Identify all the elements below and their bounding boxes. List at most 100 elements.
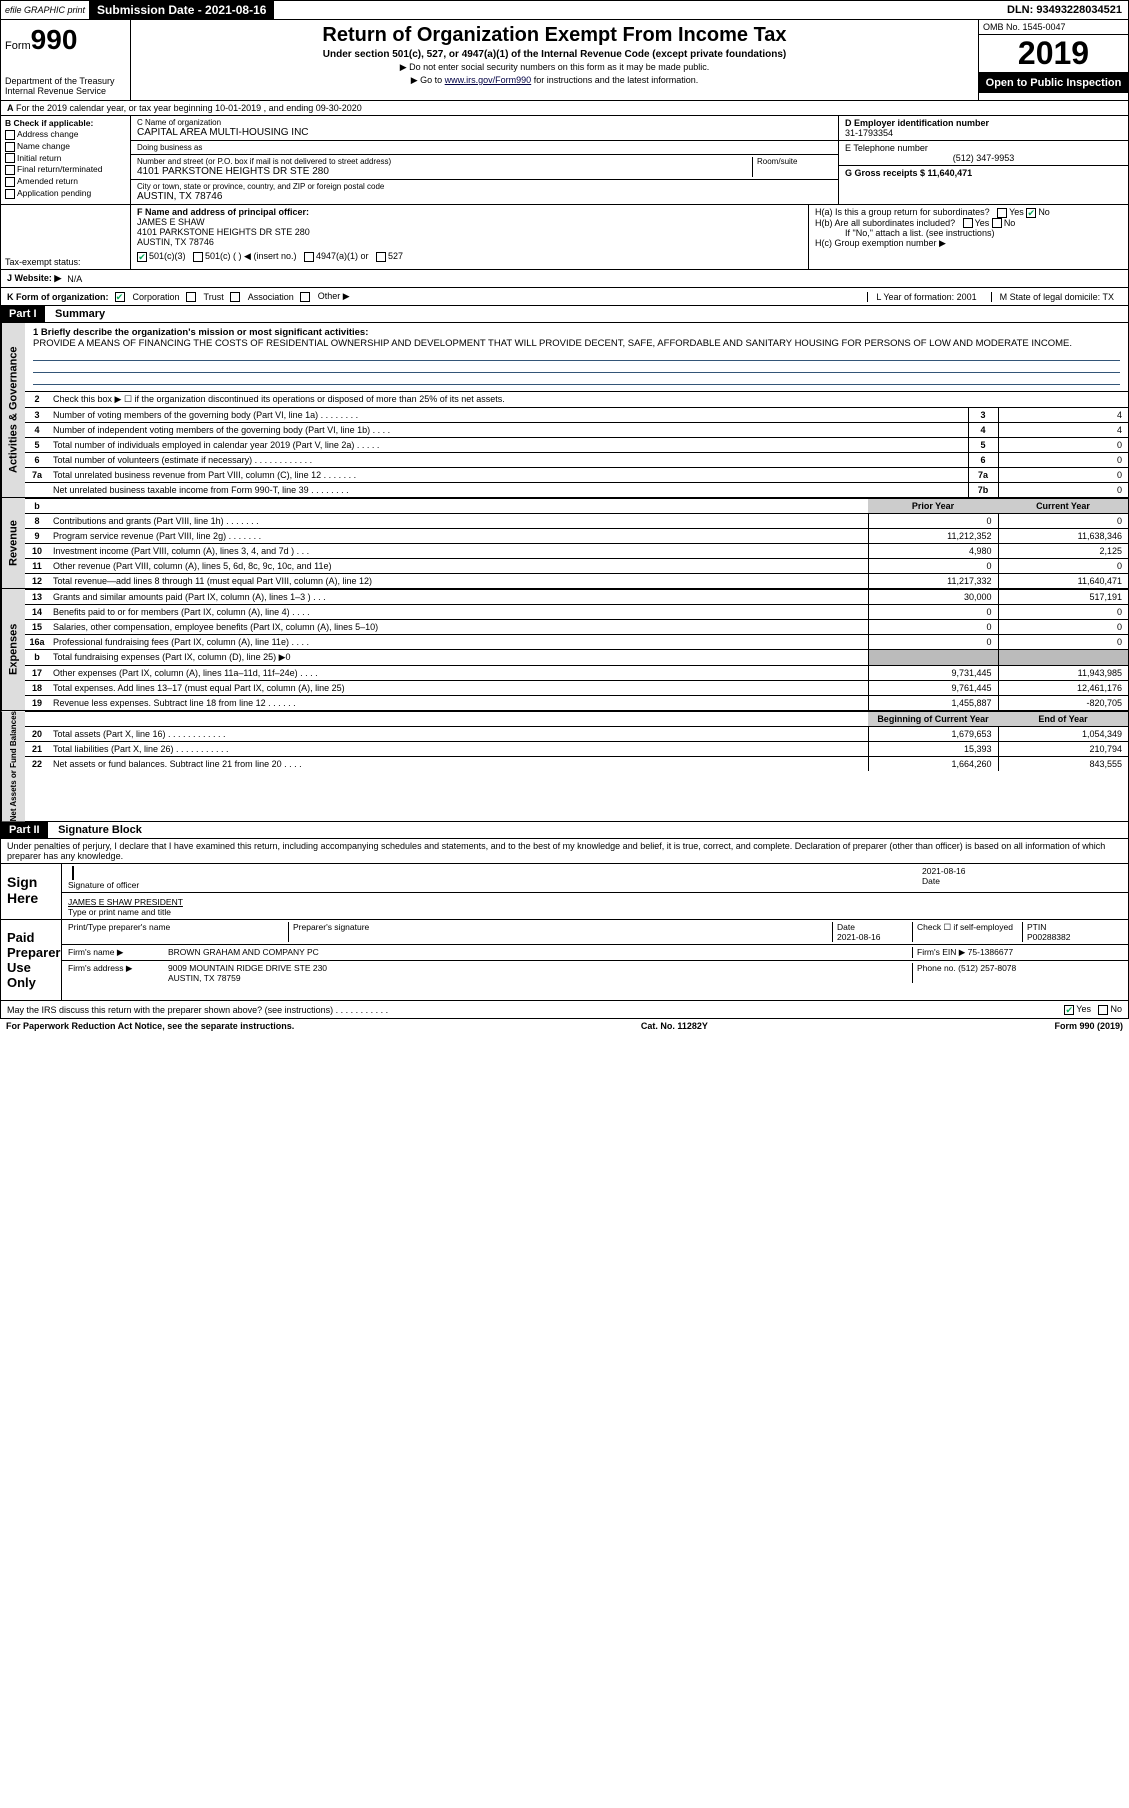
city-block: City or town, state or province, country… [131, 180, 838, 204]
header-left: Form990 Department of the Treasury Inter… [1, 20, 131, 100]
line-text: Total liabilities (Part X, line 26) . . … [49, 742, 868, 757]
col-b: B Check if applicable: Address change Na… [1, 116, 131, 204]
line-text: Net unrelated business taxable income fr… [49, 483, 968, 498]
h-c: H(c) Group exemption number ▶ [815, 238, 1122, 249]
chk-527[interactable] [376, 252, 386, 262]
open-public: Open to Public Inspection [979, 73, 1128, 93]
current-val: 11,943,985 [998, 666, 1128, 681]
part2-label: Part II [1, 822, 48, 838]
chk-assoc[interactable] [230, 292, 240, 302]
chk-amended[interactable]: Amended return [5, 176, 126, 187]
j-row: J Website: ▶ N/A [0, 270, 1129, 288]
klm-row: K Form of organization: Corporation Trus… [0, 288, 1129, 306]
opt-501c: 501(c) ( ) ◀ (insert no.) [205, 251, 296, 261]
hb-no[interactable] [992, 218, 1002, 228]
chk-501c3[interactable] [137, 252, 147, 262]
hdr-prior: Prior Year [868, 499, 998, 514]
line-text: Other revenue (Part VIII, column (A), li… [49, 559, 868, 574]
self-emp-label: Check ☐ if self-employed [912, 922, 1022, 942]
tax-exempt-cell: Tax-exempt status: [1, 205, 131, 269]
irs-link[interactable]: www.irs.gov/Form990 [445, 75, 532, 85]
current-val: 11,638,346 [998, 529, 1128, 544]
chk-pending[interactable]: Application pending [5, 188, 126, 199]
hdr-current: Current Year [998, 499, 1128, 514]
top-bar: efile GRAPHIC print Submission Date - 20… [0, 0, 1129, 20]
instr-2: ▶ Go to www.irs.gov/Form990 for instruct… [135, 75, 974, 86]
ein-value: 31-1793354 [845, 128, 893, 138]
h-block: H(a) Is this a group return for subordin… [808, 205, 1128, 269]
firm-name: BROWN GRAHAM AND COMPANY PC [168, 947, 912, 958]
table-row: 7aTotal unrelated business revenue from … [25, 468, 1128, 483]
sign-block: Sign Here Signature of officer 2021-08-1… [0, 864, 1129, 920]
ha-yes[interactable] [997, 208, 1007, 218]
prior-val: 30,000 [868, 590, 998, 605]
line-text: Total expenses. Add lines 13–17 (must eq… [49, 681, 868, 696]
line-text: Total revenue—add lines 8 through 11 (mu… [49, 574, 868, 589]
table-row: 15Salaries, other compensation, employee… [25, 620, 1128, 635]
chk-501c[interactable] [193, 252, 203, 262]
firm-ein: 75-1386677 [968, 947, 1013, 957]
chk-trust[interactable] [186, 292, 196, 302]
footer-mid: Cat. No. 11282Y [641, 1021, 708, 1031]
ha-no[interactable] [1026, 208, 1036, 218]
current-val: 517,191 [998, 590, 1128, 605]
prior-val: 0 [868, 635, 998, 650]
chk-corp[interactable] [115, 292, 125, 302]
instr-1: ▶ Do not enter social security numbers o… [135, 62, 974, 73]
officer-addr2: AUSTIN, TX 78746 [137, 237, 214, 247]
section-bcdeg: B Check if applicable: Address change Na… [0, 116, 1129, 205]
expenses-table: 13Grants and similar amounts paid (Part … [25, 589, 1128, 710]
sidetab-net: Net Assets or Fund Balances [1, 711, 25, 821]
current-val: 12,461,176 [998, 681, 1128, 696]
prior-val: 4,980 [868, 544, 998, 559]
discuss-text: May the IRS discuss this return with the… [7, 1005, 388, 1015]
header-right: OMB No. 1545-0047 2019 Open to Public In… [978, 20, 1128, 100]
paid-line-1: Print/Type preparer's name Preparer's si… [62, 920, 1128, 945]
line-text: Grants and similar amounts paid (Part IX… [49, 590, 868, 605]
prep-date: 2021-08-16 [837, 932, 880, 942]
table-row: 4Number of independent voting members of… [25, 423, 1128, 438]
paid-line-2: Firm's name ▶ BROWN GRAHAM AND COMPANY P… [62, 945, 1128, 961]
line-val: 0 [998, 438, 1128, 453]
col-c: C Name of organization CAPITAL AREA MULT… [131, 116, 838, 204]
line-text: Total assets (Part X, line 16) . . . . .… [49, 727, 868, 742]
opt-other: Other ▶ [318, 291, 350, 302]
line-text: Total unrelated business revenue from Pa… [49, 468, 968, 483]
sign-here-label: Sign Here [1, 864, 61, 919]
j-label: J Website: ▶ [7, 273, 61, 284]
hb-yes[interactable] [963, 218, 973, 228]
line-text: Revenue less expenses. Subtract line 18 … [49, 696, 868, 711]
part1-header: Part I Summary [0, 306, 1129, 323]
uline [33, 363, 1120, 373]
table-row: 16aProfessional fundraising fees (Part I… [25, 635, 1128, 650]
officer-addr1: 4101 PARKSTONE HEIGHTS DR STE 280 [137, 227, 310, 237]
phone-label: Phone no. [917, 963, 956, 973]
form-title: Return of Organization Exempt From Incom… [135, 24, 974, 47]
uline [33, 351, 1120, 361]
discuss-no[interactable] [1098, 1005, 1108, 1015]
instr2-post: for instructions and the latest informat… [531, 75, 698, 85]
form-number: Form990 [5, 24, 126, 56]
opt-trust: Trust [204, 292, 224, 302]
h-a: H(a) Is this a group return for subordin… [815, 207, 1122, 218]
chk-initial-return[interactable]: Initial return [5, 153, 126, 164]
prep-date-hdr: Date [837, 922, 855, 932]
table-row: 11Other revenue (Part VIII, column (A), … [25, 559, 1128, 574]
chk-name-change[interactable]: Name change [5, 141, 126, 152]
table-row: 13Grants and similar amounts paid (Part … [25, 590, 1128, 605]
line-text: Other expenses (Part IX, column (A), lin… [49, 666, 868, 681]
hdr-begin: Beginning of Current Year [868, 712, 998, 727]
g-label: G Gross receipts $ 11,640,471 [845, 168, 972, 178]
discuss-yes[interactable] [1064, 1005, 1074, 1015]
chk-4947[interactable] [304, 252, 314, 262]
line-text: Net assets or fund balances. Subtract li… [49, 757, 868, 772]
f-label: F Name and address of principal officer: [137, 207, 309, 217]
table-row: 20Total assets (Part X, line 16) . . . .… [25, 727, 1128, 742]
table-row: 21Total liabilities (Part X, line 26) . … [25, 742, 1128, 757]
chk-final-return[interactable]: Final return/terminated [5, 164, 126, 175]
chk-address-change[interactable]: Address change [5, 129, 126, 140]
part1-title: Summary [47, 308, 105, 320]
line-val: 4 [998, 408, 1128, 423]
prior-val: 1,455,887 [868, 696, 998, 711]
chk-other[interactable] [300, 292, 310, 302]
